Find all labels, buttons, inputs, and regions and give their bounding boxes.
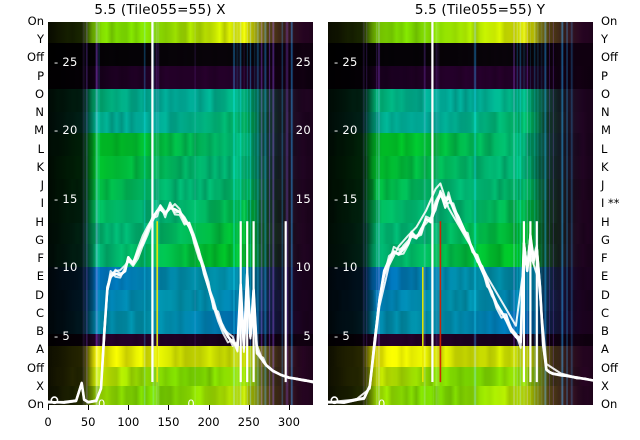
category-label-right-3: P (601, 68, 608, 83)
category-label-left-20: X (36, 378, 44, 393)
x-tick-label-0: 0 (44, 415, 52, 429)
y-tick-5: 5 (303, 328, 311, 343)
y-tick-10: ‐ 10 (54, 260, 78, 275)
trace-x (48, 22, 313, 405)
panel-x: 5.5 (Tile055=55) X Dipole 0‐ 5‐ 10‐ 15‐ … (27, 2, 313, 440)
category-label-right-14: E (601, 269, 609, 284)
y-tick-20: ‐ 20 (334, 123, 358, 138)
category-label-right-4: O (601, 86, 611, 101)
category-label-left-9: J (40, 178, 44, 193)
x-tick-label-200: 200 (197, 415, 220, 429)
x-tick-mark-300 (288, 405, 290, 410)
category-label-right-8: K (601, 159, 609, 174)
y-tick-25: ‐ 25 (334, 55, 358, 70)
y-tick-15: ‐ 15 (54, 191, 78, 206)
category-label-right-17: B (601, 324, 609, 339)
panel-y-title: 5.5 (Tile055=55) Y (414, 2, 546, 18)
y-tick-10: 10 (295, 260, 311, 275)
panel-y: 5.5 (Tile055=55) Y 0‐ 5‐ 10‐ 15‐ 20‐ 25 … (320, 0, 640, 440)
x-tick-label-300: 300 (277, 415, 300, 429)
heatmap-y[interactable]: 0 ‐ 5 ‐ 10 ‐ 15 ‐ 20 ‐ 25 (328, 22, 593, 405)
trace-y (328, 22, 593, 405)
category-label-left-10: I (40, 196, 44, 211)
category-label-left-12: G (35, 232, 44, 247)
category-label-left-18: A (36, 342, 44, 357)
category-label-right-10: I ** (601, 196, 620, 211)
category-label-right-11: H (601, 214, 610, 229)
x-tick-mark-50 (88, 405, 90, 410)
y-tick-15: ‐ 15 (334, 191, 358, 206)
category-label-right-6: M (601, 123, 611, 138)
x-axis-x: 0 50 100 150 200 250 300 (44, 405, 313, 440)
category-label-right-9: J (601, 178, 605, 193)
x-tick-label-50: 50 (80, 415, 96, 429)
panel-x-title: 5.5 (Tile055=55) X (94, 2, 226, 18)
category-label-left-5: N (35, 105, 44, 120)
category-label-right-19: Off (601, 360, 618, 375)
category-label-left-17: B (36, 324, 44, 339)
category-label-left-19: Off (27, 360, 44, 375)
category-label-left-11: H (35, 214, 44, 229)
y-tick-0: 0 (378, 397, 386, 405)
x-tick-mark-0 (48, 405, 49, 410)
category-label-left-2: Off (27, 50, 44, 65)
y-tick-20: ‐ 20 (54, 123, 78, 138)
heatmap-y-stripes (328, 22, 593, 405)
category-label-left-15: D (35, 287, 44, 302)
category-label-right-1: Y (601, 32, 609, 47)
x-tick-mark-250 (248, 405, 250, 410)
y-tick-20: 20 (295, 123, 311, 138)
category-label-left-3: P (37, 68, 44, 83)
category-label-right-16: C (601, 305, 610, 320)
category-label-right-20: X (601, 378, 609, 393)
category-label-left-21: On (27, 397, 44, 411)
x-tick-label-250: 250 (237, 415, 260, 429)
y-tick-0: 0 (187, 397, 195, 405)
y-tick-5: ‐ 5 (54, 328, 71, 343)
category-label-right-7: L (601, 141, 608, 156)
y-tick-10: ‐ 10 (334, 260, 358, 275)
category-label-left-4: O (34, 86, 44, 101)
category-label-left-16: C (35, 305, 44, 320)
category-label-right-13: F (601, 251, 608, 266)
category-label-left-13: F (37, 251, 44, 266)
category-label-right-12: G (601, 232, 610, 247)
category-label-left-6: M (34, 123, 44, 138)
y-tick-25: 25 (295, 55, 311, 70)
heatmap-x[interactable]: 0 ‐ 5 ‐ 10 ‐ 15 ‐ 20 ‐ 25 0 5 10 15 20 25 (48, 22, 313, 405)
y-tick-5: ‐ 5 (334, 328, 351, 343)
category-label-right-15: D (601, 287, 610, 302)
category-label-right-21: On (601, 397, 618, 411)
x-tick-mark-100 (128, 405, 130, 410)
category-label-left-0: On (27, 14, 44, 28)
category-label-left-7: L (37, 141, 44, 156)
x-tick-label-100: 100 (117, 415, 140, 429)
category-label-left-14: E (36, 269, 44, 284)
y-tick-0: 0 (98, 397, 106, 405)
category-label-right-0: On (601, 14, 618, 28)
category-label-left-1: Y (36, 32, 44, 47)
y-tick-25: ‐ 25 (54, 55, 78, 70)
x-tick-mark-150 (168, 405, 170, 410)
category-label-left-8: K (36, 159, 44, 174)
category-label-right-5: N (601, 105, 610, 120)
category-label-right-18: A (601, 342, 609, 357)
y-tick-15: 15 (295, 191, 311, 206)
x-tick-label-150: 150 (157, 415, 180, 429)
category-label-right-2: Off (601, 50, 618, 65)
x-tick-mark-200 (208, 405, 210, 410)
